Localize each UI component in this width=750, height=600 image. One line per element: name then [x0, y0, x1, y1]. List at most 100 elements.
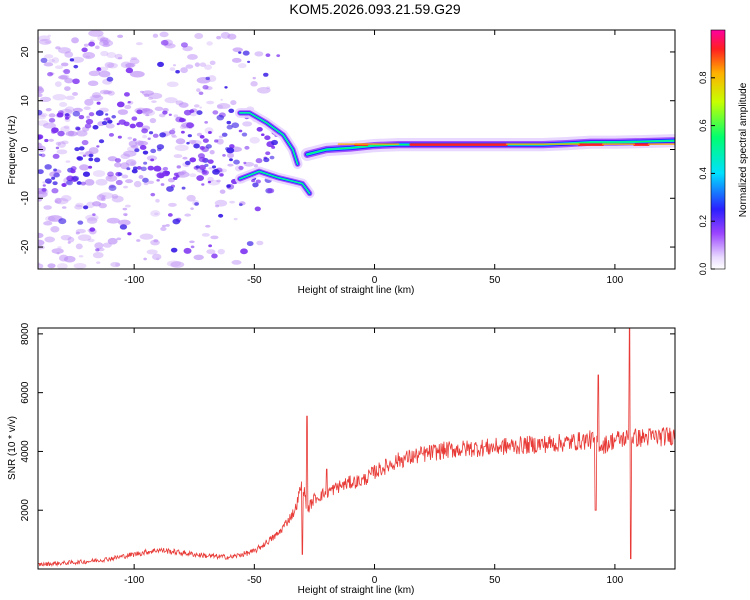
- spectrogram-blob: [81, 47, 88, 53]
- spectrogram-noise-speck: [141, 90, 154, 96]
- spectrogram-noise-speck: [44, 41, 51, 44]
- spectrogram-noise-speck: [84, 98, 94, 106]
- spectrogram-noise-speck: [148, 97, 154, 100]
- spectrogram-blob: [265, 53, 271, 57]
- spectrogram-blob: [175, 174, 180, 178]
- spectrogram-noise-speck: [83, 43, 89, 47]
- spectrogram-blob: [255, 158, 263, 164]
- spectrogram-noise-speck: [87, 80, 99, 87]
- spectrogram-noise-speck: [99, 89, 110, 95]
- spectrogram-noise-speck: [155, 198, 160, 203]
- colorbar-tick-label: 0.8: [698, 72, 708, 85]
- spectrogram-blob: [73, 64, 79, 69]
- spectrogram-noise-speck: [190, 207, 194, 210]
- spectrogram-noise-speck: [103, 40, 109, 46]
- spectrogram-noise-speck: [76, 130, 88, 137]
- spectrogram-noise-speck: [189, 173, 197, 178]
- spectrogram-blob: [180, 130, 185, 134]
- spectrogram-noise-speck: [129, 70, 145, 78]
- spectrogram-noise-speck: [220, 98, 223, 101]
- spectrogram-noise-speck: [61, 140, 69, 145]
- spectrogram-blob: [196, 110, 203, 115]
- spectrogram-noise-speck: [58, 75, 68, 80]
- spectrogram-blob: [129, 123, 136, 129]
- spectrogram-noise-speck: [194, 33, 204, 39]
- spectrogram-noise-speck: [193, 104, 200, 108]
- spectrogram-noise-speck: [75, 243, 83, 250]
- spectrogram-noise-speck: [194, 62, 200, 67]
- spectrogram-noise-speck: [256, 87, 271, 94]
- spectrogram-noise-speck: [43, 221, 53, 226]
- spectrogram-blob: [229, 144, 235, 149]
- spectrogram-blob: [226, 120, 232, 125]
- spectrogram-blob: [78, 146, 85, 151]
- spectrogram-blob: [95, 248, 100, 252]
- spectrogram-blob: [189, 157, 197, 163]
- snr-panel: -100 -50 0 50 100 2000 4000 6000 8000 Height of …: [7, 322, 676, 596]
- spectrogram-blob: [76, 156, 84, 161]
- spectrogram-noise-speck: [48, 138, 54, 142]
- spectrogram-noise-speck: [104, 61, 115, 69]
- spectrogram-blob: [127, 232, 132, 236]
- spectrogram-noise-speck: [102, 242, 112, 248]
- spectrogram-noise-speck: [147, 92, 163, 100]
- spectrogram-noise-speck: [143, 182, 149, 186]
- spectrogram-x-tick-label: -50: [247, 275, 262, 286]
- spectrogram-noise-speck: [64, 51, 74, 58]
- spectrogram-y-tick-label: -10: [20, 191, 31, 206]
- spectrogram-noise-speck: [89, 94, 104, 101]
- spectrogram-blob: [85, 118, 94, 125]
- spectrogram-noise-speck: [249, 136, 260, 144]
- spectrogram-noise-speck: [209, 60, 216, 66]
- spectrogram-noise-speck: [43, 205, 52, 210]
- spectrogram-blob: [51, 188, 59, 194]
- spectrogram-noise-speck: [130, 56, 138, 61]
- spectrogram-noise-speck: [60, 108, 73, 116]
- spectrogram-noise-speck: [64, 77, 74, 84]
- spectrogram-blob: [162, 166, 169, 171]
- spectrogram-noise-speck: [71, 56, 84, 63]
- spectrogram-blob: [53, 168, 57, 172]
- spectrogram-blob: [198, 91, 204, 96]
- spectrogram-noise-speck: [171, 128, 176, 131]
- spectrogram-noise-speck: [71, 37, 79, 44]
- spectrogram-noise-speck: [207, 176, 214, 183]
- spectrogram-blob: [175, 116, 183, 123]
- spectrogram-noise-speck: [38, 93, 43, 98]
- spectrogram-blob: [150, 158, 155, 162]
- spectrogram-blob: [89, 227, 96, 232]
- spectrogram-blob: [219, 173, 224, 177]
- spectrogram-noise-speck: [166, 260, 181, 267]
- spectrogram-noise-speck: [63, 125, 70, 129]
- spectrogram-noise-speck: [77, 234, 92, 241]
- spectrogram-blob: [44, 178, 52, 184]
- spectrogram-blob: [181, 186, 186, 190]
- spectrogram-blob: [211, 165, 217, 169]
- spectrogram-noise-speck: [178, 102, 189, 108]
- spectrogram-noise-speck: [170, 261, 185, 268]
- spectrogram-blob: [218, 213, 224, 218]
- snr-series-line: [38, 328, 675, 567]
- spectrogram-x-tick-label: 50: [489, 275, 501, 286]
- spectrogram-x-tick-label: -100: [124, 275, 144, 286]
- spectrogram-blob: [159, 132, 167, 138]
- spectrogram-blob: [207, 131, 212, 134]
- spectrogram-noise-speck: [55, 46, 61, 50]
- spectrogram-noise-speck: [189, 240, 195, 244]
- spectrogram-y-tick-label: 0: [20, 146, 31, 152]
- spectrogram-noise-speck: [187, 53, 198, 60]
- spectrogram-blob: [108, 184, 117, 191]
- spectrogram-blob: [150, 148, 157, 154]
- spectrogram-noise-speck: [74, 204, 83, 210]
- spectrogram-noise-speck: [184, 213, 192, 217]
- colorbar-tick-label: 0.2: [698, 215, 708, 228]
- spectrogram-noise-speck: [65, 95, 75, 101]
- snr-y-label: SNR (10 * v/v): [7, 416, 18, 480]
- spectrogram-blob: [207, 180, 212, 184]
- spectrogram-noise-speck: [111, 194, 119, 199]
- spectrogram-noise-speck: [103, 90, 112, 95]
- spectrogram-noise-speck: [161, 224, 167, 228]
- spectrogram-noise-speck: [185, 64, 194, 69]
- spectrogram-noise-speck: [100, 50, 109, 57]
- spectrogram-blob: [231, 122, 240, 129]
